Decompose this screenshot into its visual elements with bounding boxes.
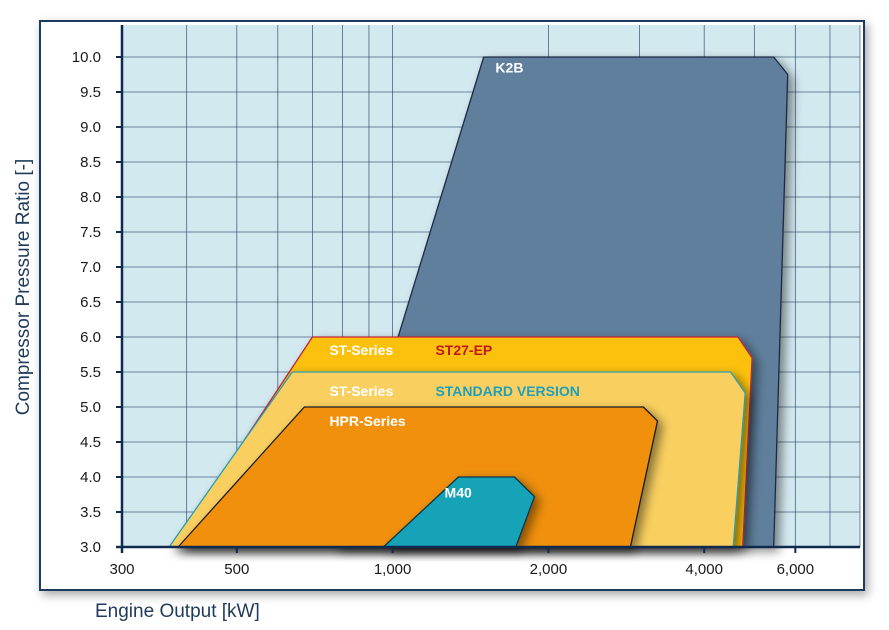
y-tick-label: 6.0 <box>80 329 101 346</box>
x-tick-label: 300 <box>109 561 134 578</box>
x-tick-label: 1,000 <box>374 561 412 578</box>
y-tick-label: 7.5 <box>80 224 101 241</box>
y-tick-label: 4.5 <box>80 434 101 451</box>
y-tick-label: 7.0 <box>80 259 101 276</box>
y-tick-label: 3.5 <box>80 504 101 521</box>
x-tick-labels: 300 500 1,000 2,000 4,000 6,000 <box>109 561 814 578</box>
y-tick-label: 10.0 <box>72 49 101 66</box>
region-label-st-series: ST-Series <box>329 383 393 399</box>
y-tick-label: 4.0 <box>80 469 101 486</box>
y-tick-label: 8.0 <box>80 189 101 206</box>
x-tick-label: 500 <box>224 561 249 578</box>
x-tick-label: 6,000 <box>777 561 815 578</box>
y-axis-label: Compressor Pressure Ratio [-] <box>13 159 34 416</box>
y-tick-label: 5.5 <box>80 364 101 381</box>
x-axis-label: Engine Output [kW] <box>95 601 260 622</box>
y-tick-label: 9.5 <box>80 84 101 101</box>
x-tick-label: 4,000 <box>685 561 723 578</box>
x-tick-label: 2,000 <box>530 561 568 578</box>
axes <box>116 25 860 553</box>
y-tick-label: 6.5 <box>80 294 101 311</box>
y-tick-label: 5.0 <box>80 399 101 416</box>
regions: K2B ST-Series ST27-EP ST-Series STANDARD VER… <box>168 56 789 548</box>
region-sublabel-1: ST27-EP <box>435 342 492 358</box>
region-label-st-series: ST-Series <box>329 342 393 358</box>
region-label-k2b: K2B <box>495 59 523 75</box>
region-label-m40: M40 <box>445 484 472 500</box>
y-tick-label: 3.0 <box>80 539 101 556</box>
region-label-hpr-series: HPR-Series <box>329 413 405 429</box>
y-tick-label: 8.5 <box>80 154 101 171</box>
y-tick-labels: 3.0 3.5 4.0 4.5 5.0 5.5 6.0 6.5 7.0 7.5 8.0 8.5 9.0 9… <box>72 49 101 556</box>
y-tick-label: 9.0 <box>80 119 101 136</box>
region-sublabel-2: STANDARD VERSION <box>435 383 579 399</box>
